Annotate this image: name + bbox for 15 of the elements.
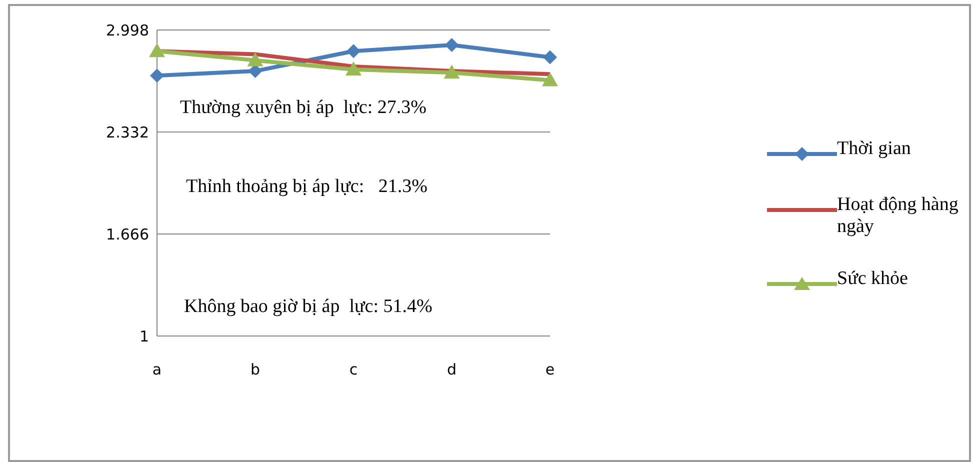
y-tick-label: 2.998	[106, 21, 149, 40]
legend-label: Hoạt động hàng ngày	[837, 194, 960, 238]
x-tick-label: c	[349, 360, 358, 379]
annotation: Thường xuyên bị áp lực: 27.3%	[180, 97, 426, 119]
y-tick-label: 1	[139, 327, 149, 346]
x-tick-label: d	[446, 360, 457, 379]
annotation: Không bao giờ bị áp lực: 51.4%	[184, 296, 432, 318]
x-tick-label: a	[152, 360, 162, 379]
y-tick-label: 2.332	[106, 123, 149, 142]
legend-label: Sức khỏe	[837, 268, 909, 290]
x-tick-label: b	[250, 360, 260, 379]
x-tick-label: e	[545, 360, 555, 379]
legend-label: Thời gian	[837, 138, 912, 160]
annotation: Thỉnh thoảng bị áp lực: 21.3%	[186, 176, 428, 198]
y-tick-label: 1.666	[106, 225, 149, 244]
